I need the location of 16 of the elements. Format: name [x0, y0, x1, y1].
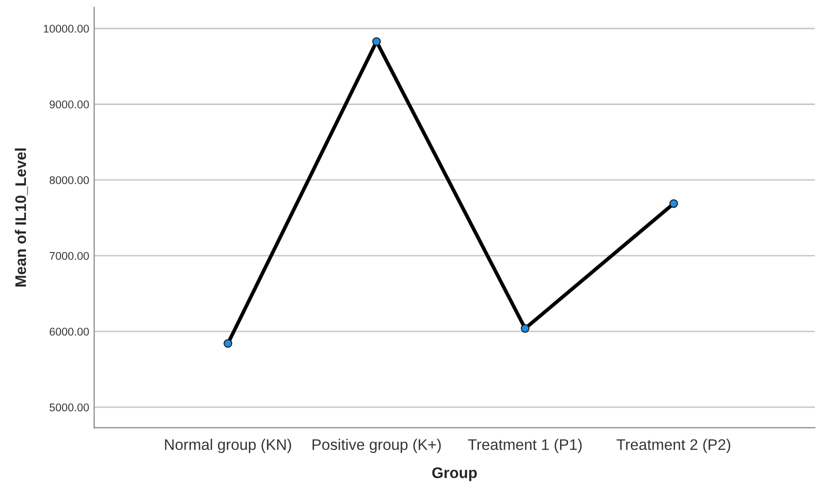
x-axis-title: Group [432, 467, 477, 482]
point [224, 339, 232, 348]
y-tick-label: 10000.00 [44, 24, 89, 33]
y-tick-label: 5000.00 [50, 403, 89, 412]
y-axis-title: Mean of IL10_Level [14, 148, 28, 287]
x-tick-label: Positive group (K+) [312, 438, 441, 454]
point [520, 324, 530, 333]
point [372, 37, 381, 46]
x-tick-label: Treatment 2 (P2) [616, 438, 730, 454]
x-tick-label: Normal group (KN) [165, 438, 292, 454]
y-tick-label: 9000.00 [50, 100, 89, 108]
y-tick-label: 8000.00 [50, 176, 89, 184]
point [669, 199, 678, 208]
y-tick-label: 6000.00 [50, 328, 89, 336]
x-tick-label: Treatment 1 (P1) [468, 438, 582, 454]
y-tick-label: 7000.00 [50, 252, 89, 260]
